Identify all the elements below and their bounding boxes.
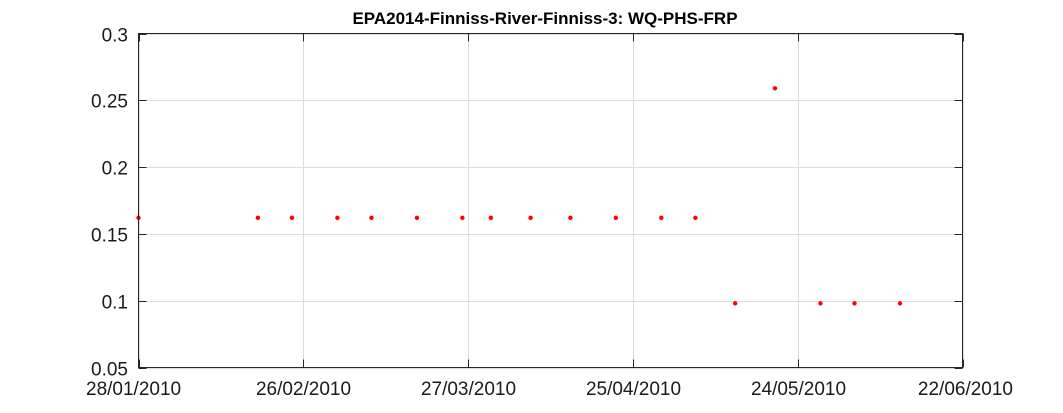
data-point: [528, 215, 533, 221]
y-tick-label: 0.25: [91, 92, 128, 113]
x-tick-label: 28/01/2010: [86, 379, 181, 400]
data-point: [460, 215, 465, 221]
data-point: [613, 215, 619, 221]
data-point: [414, 215, 420, 221]
data-point: [732, 301, 738, 306]
data-point: [255, 215, 261, 221]
data-point: [369, 215, 374, 221]
x-tick-label: 27/03/2010: [421, 379, 516, 400]
data-point: [693, 215, 698, 221]
data-point: [852, 301, 857, 306]
y-tick-label: 0.15: [91, 226, 128, 247]
x-tick-label: 24/05/2010: [751, 379, 846, 400]
axis-ticks: [138, 33, 964, 369]
x-axis-tick-labels: 28/01/2010 26/02/2010 27/03/2010 25/04/2010…: [86, 379, 1013, 400]
data-points: [136, 86, 903, 306]
data-point: [772, 86, 778, 91]
chart-title: EPA2014-Finniss-River-Finniss-3: WQ-PHS-…: [352, 9, 737, 28]
y-tick-label: 0.2: [102, 159, 128, 180]
plot-area-border: [138, 33, 963, 368]
x-tick-label: 26/02/2010: [256, 379, 351, 400]
data-point: [488, 215, 494, 221]
y-tick-label: 0.05: [91, 360, 128, 381]
data-point: [289, 215, 295, 221]
data-point: [818, 301, 823, 306]
data-point: [897, 301, 903, 306]
y-tick-label: 0.1: [102, 293, 128, 314]
data-point: [659, 215, 664, 221]
x-tick-label: 25/04/2010: [586, 379, 681, 400]
y-axis-tick-labels: 0.05 0.1 0.15 0.2 0.25 0.3: [91, 26, 128, 381]
grid-lines: [138, 33, 964, 369]
x-tick-label: 22/06/2010: [918, 379, 1013, 400]
data-point: [335, 215, 340, 221]
y-tick-label: 0.3: [102, 26, 128, 47]
data-point: [568, 215, 573, 221]
